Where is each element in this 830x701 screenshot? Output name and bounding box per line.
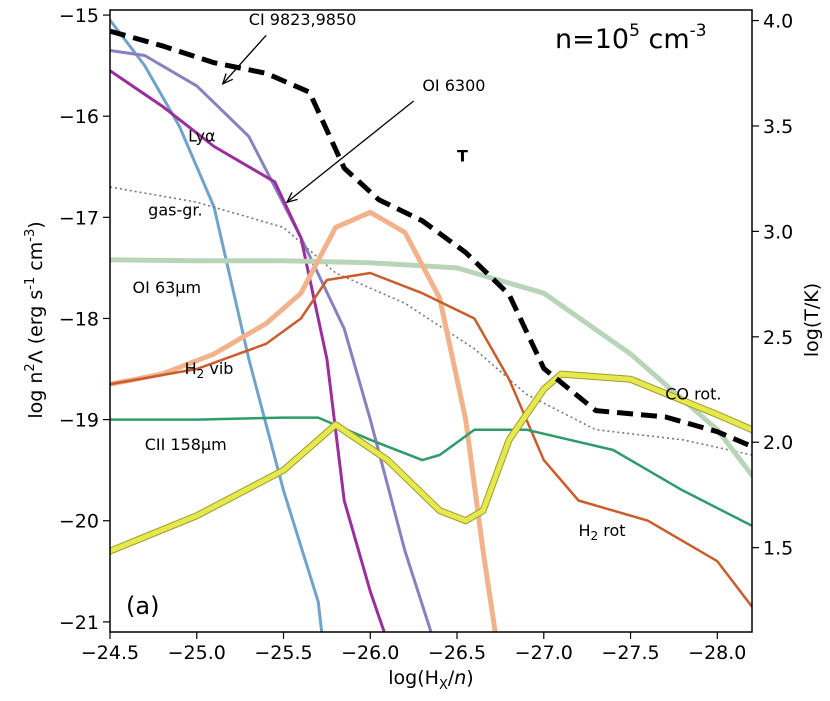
density-label: n=105 cm-3 <box>555 21 707 55</box>
xlabel-pre: log(H <box>388 667 439 689</box>
y2-tick-label: 3.0 <box>763 221 793 243</box>
annotation-t: T <box>457 147 468 166</box>
annotation-ci-9823-9850: CI 9823,9850 <box>249 10 356 29</box>
y2-tick-label: 2.0 <box>763 432 793 454</box>
ylabel-part4: ) <box>25 221 47 228</box>
series-h2-rot <box>110 271 752 608</box>
annotation-ly: Lyα <box>188 126 215 145</box>
annotation-labels: CI 9823,9850 OI 6300 Lyα gas-gr. OI 63μm H2 v… <box>133 10 722 543</box>
x-tick-label: −25.5 <box>254 642 312 664</box>
series-ly <box>110 18 324 632</box>
x-tick-label: −24.5 <box>81 642 139 664</box>
y2-tick-label: 4.0 <box>763 11 793 33</box>
series-co-rot <box>110 371 752 554</box>
y-tick-label: −21 <box>59 612 99 634</box>
x-tick-label: −26.5 <box>428 642 486 664</box>
y2-tick-label: 2.5 <box>763 327 793 349</box>
xlabel-post: / <box>448 667 455 689</box>
x-tick-label: −25.0 <box>168 642 226 664</box>
x-axis-ticks: −24.5 −25.0 −25.5 −26.0 −26.5 −27.0 −27.5 −28.0 <box>81 632 746 664</box>
y-axis-ticks: −15 −16 −17 −18 −19 −20 −21 <box>59 5 110 634</box>
density-unit: cm <box>640 24 690 55</box>
y2-axis-ticks: 4.0 3.5 3.0 2.5 2.0 1.5 <box>752 11 793 560</box>
y2-tick-label: 1.5 <box>763 538 793 560</box>
series-layer <box>110 18 752 632</box>
ylabel-part2: Λ (erg s <box>25 290 47 364</box>
plot-area <box>110 18 752 632</box>
y-axis-label: log n2Λ (erg s-1 cm-3) <box>23 221 47 418</box>
y-tick-label: −20 <box>59 511 99 533</box>
annotation-gas-gr: gas-gr. <box>148 200 202 219</box>
annotation-h-rot: H2 rot <box>578 521 625 543</box>
density-base: n=10 <box>555 24 629 55</box>
y-tick-label: −15 <box>59 5 99 27</box>
xlabel-sub: X <box>439 678 448 693</box>
density-exponent: 5 <box>629 21 640 41</box>
x-tick-label: −27.0 <box>515 642 573 664</box>
annotation-arrows <box>221 34 415 204</box>
ylabel-sup3: -3 <box>23 229 38 242</box>
annotation-oi-6300: OI 6300 <box>422 76 485 95</box>
x-tick-label: −26.0 <box>341 642 399 664</box>
y-tick-label: −16 <box>59 106 99 128</box>
annotation-oi-63-m: OI 63μm <box>133 278 202 297</box>
annotation-arrow <box>285 100 415 204</box>
annotation-h-vib: H2 vib <box>185 359 234 381</box>
y-tick-label: −19 <box>59 410 99 432</box>
density-unit-exponent: -3 <box>690 21 707 41</box>
annotation-cii-158-m: CII 158μm <box>145 435 227 454</box>
ylabel-part1: log n <box>25 372 47 419</box>
panel-label: (a) <box>126 592 159 620</box>
ylabel-part3: cm <box>25 242 47 277</box>
x-tick-label: −28.0 <box>688 642 746 664</box>
ylabel-sup2: -1 <box>23 277 38 290</box>
annotation-co-rot: CO rot. <box>665 384 721 403</box>
x-tick-label: −27.5 <box>601 642 659 664</box>
series-oi-6300 <box>110 69 386 632</box>
xlabel-close: ) <box>466 667 473 689</box>
xlabel-italic: n <box>454 667 466 689</box>
y-tick-label: −18 <box>59 308 99 330</box>
series-cii-158-m <box>110 416 752 528</box>
series-h2-vib <box>110 209 498 632</box>
ylabel-sup1: 2 <box>23 363 38 371</box>
y2-tick-label: 3.5 <box>763 116 793 138</box>
annotation-arrow <box>221 34 267 85</box>
x-axis-label: log(HX/n) <box>388 667 473 693</box>
series-t <box>110 28 752 449</box>
y2-axis-label: log(T/K) <box>801 283 823 357</box>
y-tick-label: −17 <box>59 207 99 229</box>
plot-frame <box>109 9 753 633</box>
